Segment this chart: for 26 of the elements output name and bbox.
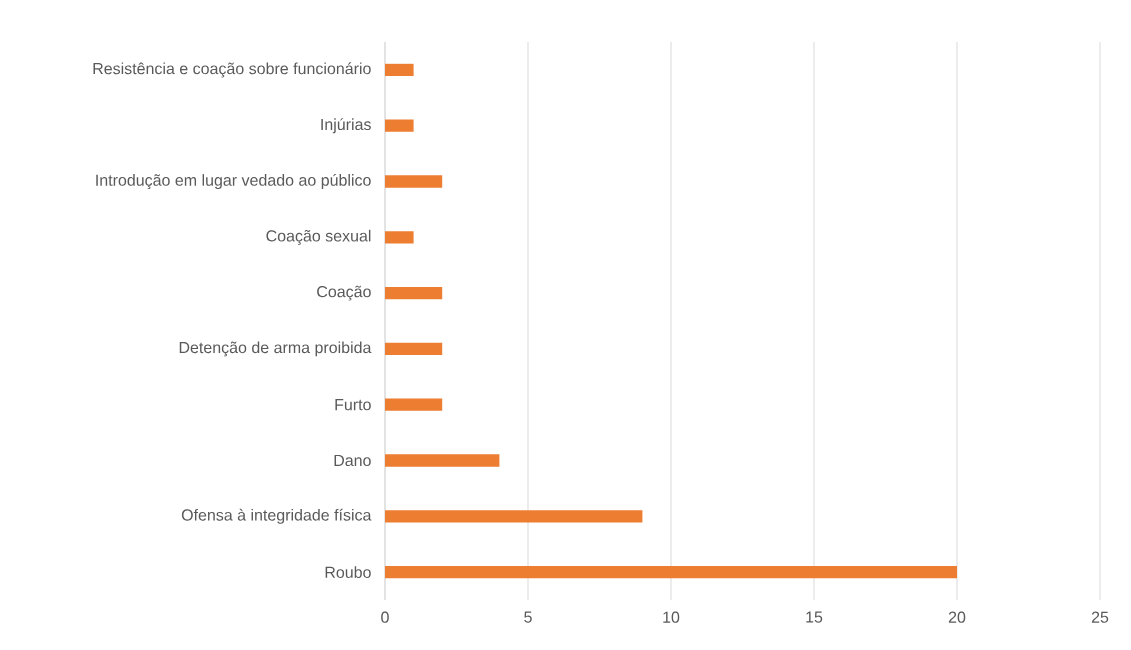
y-tick-label: Detenção de arma proibida (179, 341, 372, 357)
y-tick-label: Furto (335, 399, 371, 411)
y-tick-label: Introdução em lugar vedado ao público (96, 173, 371, 190)
y-tick-label: Coação sexual (266, 229, 371, 245)
x-tick-label: 15 (806, 611, 823, 623)
x-tick-label: 10 (663, 611, 680, 623)
bar (385, 510, 643, 523)
x-tick-label: 5 (524, 611, 532, 623)
bar (385, 454, 500, 467)
bar (385, 398, 443, 411)
y-tick-label: Roubo (325, 566, 371, 578)
bar (385, 565, 958, 579)
y-tick-label: Resistência e coação sobre funcionário (93, 62, 371, 78)
bar (385, 231, 414, 244)
bar (385, 342, 443, 356)
x-tick-label: 20 (948, 611, 966, 623)
bar (385, 119, 414, 132)
y-tick-label: Ofensa à integridade física (181, 508, 372, 524)
bar (385, 175, 443, 188)
y-tick-label: Coação (317, 285, 371, 301)
y-tick-label: Dano (334, 454, 371, 467)
x-tick-label: 25 (1091, 611, 1109, 623)
bar (385, 63, 414, 77)
bar (385, 286, 443, 300)
y-tick-label: Injúrias (321, 118, 371, 134)
x-tick-label: 0 (381, 611, 389, 623)
